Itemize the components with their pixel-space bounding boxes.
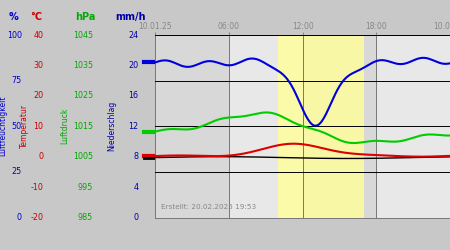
- Bar: [278, 35, 364, 218]
- Text: 985: 985: [78, 213, 93, 222]
- Text: Niederschlag: Niederschlag: [107, 101, 116, 151]
- Text: 1035: 1035: [73, 61, 93, 70]
- Bar: [229, 35, 302, 218]
- Text: 40: 40: [33, 30, 44, 40]
- Text: 1015: 1015: [73, 122, 93, 131]
- Text: 0: 0: [17, 213, 22, 222]
- Text: 12: 12: [128, 122, 138, 131]
- Text: -20: -20: [31, 213, 44, 222]
- Text: 100: 100: [7, 30, 22, 40]
- Text: %: %: [9, 12, 19, 22]
- Text: °C: °C: [30, 12, 42, 22]
- Text: 30: 30: [33, 61, 44, 70]
- Text: 50: 50: [12, 122, 22, 131]
- Text: 8: 8: [133, 152, 138, 161]
- Text: 0: 0: [38, 152, 44, 161]
- Text: Luftdruck: Luftdruck: [61, 108, 70, 144]
- Text: hPa: hPa: [75, 12, 95, 22]
- Text: 1045: 1045: [73, 30, 93, 40]
- Text: 10: 10: [33, 122, 44, 131]
- Text: 1025: 1025: [73, 91, 93, 100]
- Text: 75: 75: [12, 76, 22, 85]
- Text: 4: 4: [133, 182, 138, 192]
- Text: Erstellt: 20.02.2025 19:53: Erstellt: 20.02.2025 19:53: [161, 204, 256, 210]
- Text: 1005: 1005: [73, 152, 93, 161]
- Text: 0: 0: [133, 213, 138, 222]
- Text: Luftfeuchtigkeit: Luftfeuchtigkeit: [0, 96, 7, 156]
- Text: Temperatur: Temperatur: [19, 104, 28, 148]
- Text: 995: 995: [78, 182, 93, 192]
- Text: 16: 16: [128, 91, 138, 100]
- Text: mm/h: mm/h: [115, 12, 146, 22]
- Bar: [376, 35, 450, 218]
- Text: 25: 25: [12, 168, 22, 176]
- Text: 20: 20: [33, 91, 44, 100]
- Text: -10: -10: [31, 182, 44, 192]
- Bar: [302, 35, 376, 218]
- Text: 20: 20: [128, 61, 138, 70]
- Bar: [155, 35, 229, 218]
- Text: 24: 24: [128, 30, 138, 40]
